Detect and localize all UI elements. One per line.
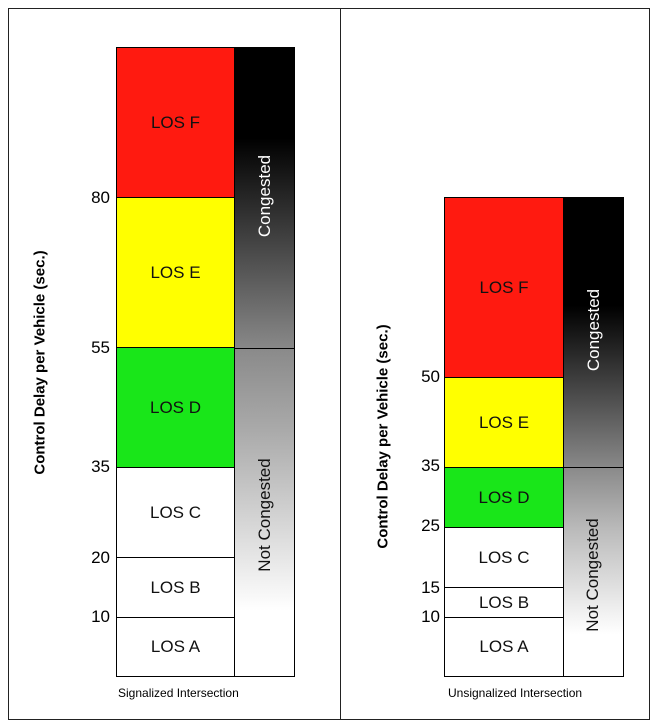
unsignalized-los-a: LOS A <box>444 617 564 677</box>
signalized-y-axis-label: Control Delay per Vehicle (sec.) <box>31 250 49 475</box>
signalized-congested-bar <box>234 47 295 349</box>
unsignalized-tick-25: 25 <box>421 516 440 535</box>
unsignalized-congested-bar <box>563 197 624 468</box>
signalized-los-c: LOS C <box>116 467 235 558</box>
signalized-los-e: LOS E <box>116 197 235 348</box>
signalized-los-d: LOS D <box>116 347 235 468</box>
signalized-tick-20: 20 <box>91 548 110 567</box>
unsignalized-los-e: LOS E <box>444 377 564 468</box>
signalized-tick-35: 35 <box>91 457 110 476</box>
signalized-los-b: LOS B <box>116 557 235 618</box>
unsignalized-caption: Unsignalized Intersection <box>448 686 583 700</box>
unsignalized-not-congested-bar <box>563 467 624 677</box>
unsignalized-tick-35: 35 <box>421 456 440 475</box>
signalized-los-a: LOS A <box>116 617 235 677</box>
unsignalized-congested-label: Congested <box>584 288 603 372</box>
unsignalized-not-congested-label: Not Congested <box>583 518 602 632</box>
unsignalized-los-c: LOS C <box>444 527 564 588</box>
unsignalized-tick-50: 50 <box>421 367 440 386</box>
signalized-not-congested-label: Not Congested <box>255 458 274 572</box>
signalized-tick-80: 80 <box>91 188 110 207</box>
unsignalized-tick-15: 15 <box>421 578 440 597</box>
unsignalized-los-f: LOS F <box>444 197 564 378</box>
unsignalized-tick-10: 10 <box>421 607 440 626</box>
unsignalized-los-d: LOS D <box>444 467 564 528</box>
signalized-los-f: LOS F <box>116 47 235 198</box>
signalized-tick-55: 55 <box>91 338 110 357</box>
signalized-congested-label: Congested <box>255 154 274 238</box>
unsignalized-y-axis-label: Control Delay per Vehicle (sec.) <box>374 324 392 549</box>
signalized-not-congested-bar <box>234 348 295 677</box>
signalized-tick-10: 10 <box>91 607 110 626</box>
unsignalized-los-b: LOS B <box>444 587 564 618</box>
signalized-caption: Signalized Intersection <box>118 686 239 700</box>
